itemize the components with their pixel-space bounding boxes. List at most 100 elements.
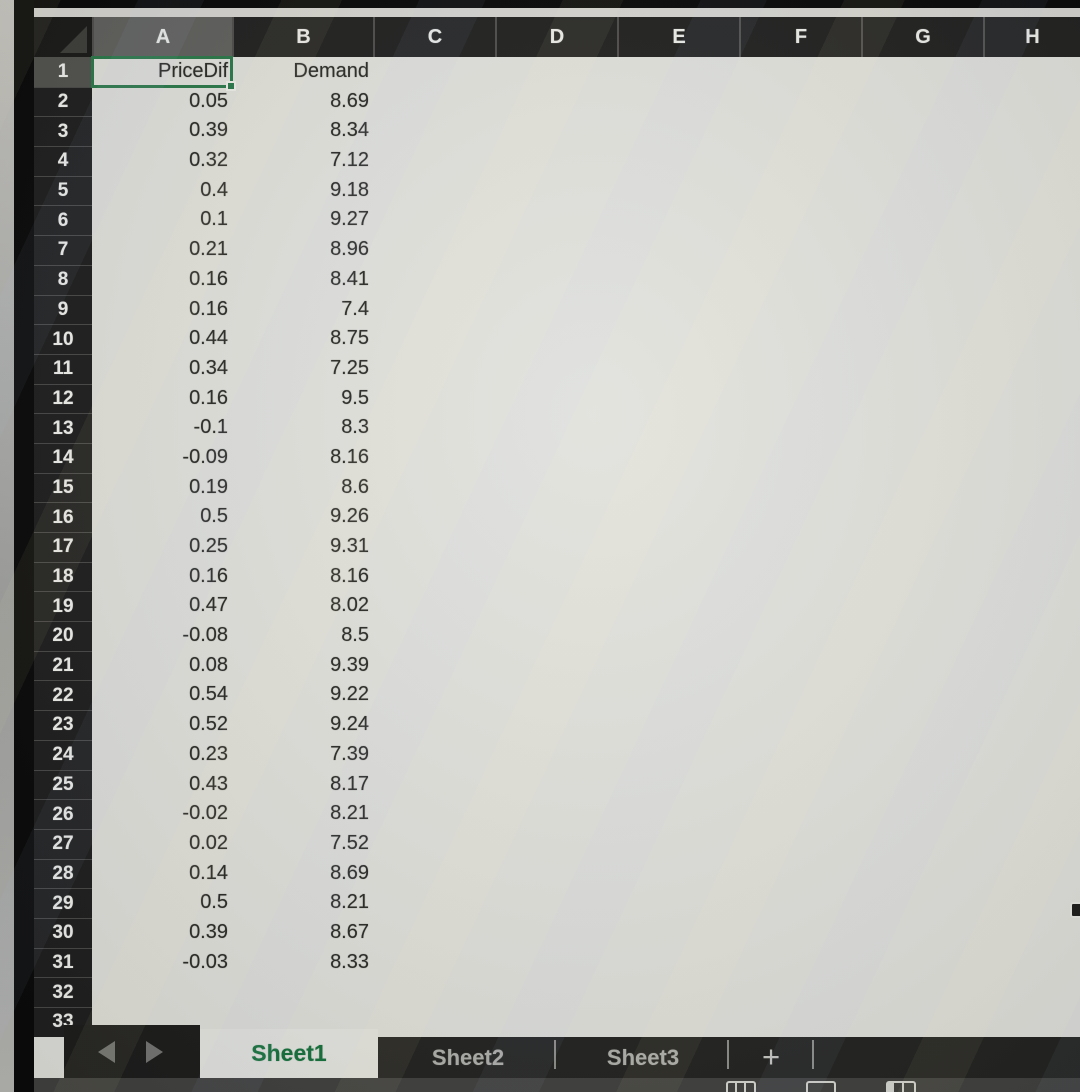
cell-b7[interactable]: 8.96 [330, 238, 369, 261]
row-header-18[interactable]: 18 [34, 561, 92, 592]
column-header-e[interactable]: E [617, 17, 739, 57]
cell-a14[interactable]: -0.09 [182, 445, 228, 468]
row-header-20[interactable]: 20 [34, 621, 92, 651]
cell-a7[interactable]: 0.21 [189, 238, 228, 261]
cell-a10[interactable]: 0.44 [189, 327, 228, 350]
cell-a30[interactable]: 0.39 [189, 920, 228, 943]
cell-b12[interactable]: 9.5 [341, 386, 369, 409]
cell-a3[interactable]: 0.39 [189, 119, 228, 142]
row-header-2[interactable]: 2 [34, 86, 92, 117]
row-header-7[interactable]: 7 [34, 235, 92, 265]
cell-a13[interactable]: -0.1 [193, 416, 228, 439]
row-header-4[interactable]: 4 [34, 146, 92, 176]
column-header-b[interactable]: B [232, 17, 373, 57]
row-header-9[interactable]: 9 [34, 294, 92, 325]
cell-a5[interactable]: 0.4 [200, 178, 228, 201]
cell-b6[interactable]: 9.27 [330, 208, 369, 231]
cell-a23[interactable]: 0.52 [189, 713, 228, 736]
row-header-14[interactable]: 14 [34, 442, 92, 473]
cell-b18[interactable]: 8.16 [330, 564, 369, 587]
cell-b4[interactable]: 7.12 [330, 149, 369, 172]
cell-a24[interactable]: 0.23 [189, 742, 228, 765]
cell-a31[interactable]: -0.03 [182, 950, 228, 973]
row-header-26[interactable]: 26 [34, 799, 92, 829]
row-header-28[interactable]: 28 [34, 858, 92, 889]
row-header-3[interactable]: 3 [34, 116, 92, 146]
cell-b11[interactable]: 7.25 [330, 356, 369, 379]
cell-b16[interactable]: 9.26 [330, 505, 369, 528]
cell-b15[interactable]: 8.6 [341, 475, 369, 498]
cell-a8[interactable]: 0.16 [189, 267, 228, 290]
cell-b23[interactable]: 9.24 [330, 713, 369, 736]
active-cell-selection[interactable] [91, 56, 236, 91]
row-header-22[interactable]: 22 [34, 680, 92, 710]
column-header-f[interactable]: F [739, 17, 861, 57]
cells-area[interactable]: PriceDif Demand 0.05 8.69 0.39 8.34 0.32 7.12 0.… [91, 56, 1080, 1037]
row-header-13[interactable]: 13 [34, 413, 92, 443]
cell-a2[interactable]: 0.05 [189, 89, 228, 112]
cell-b24[interactable]: 7.39 [330, 742, 369, 765]
cell-a29[interactable]: 0.5 [200, 891, 228, 914]
cell-a26[interactable]: -0.02 [182, 802, 228, 825]
cell-a32[interactable] [92, 977, 232, 1007]
tab-sheet2[interactable]: Sheet2 [431, 1045, 505, 1070]
cell-a6[interactable]: 0.1 [200, 208, 228, 231]
cell-b2[interactable]: 8.69 [330, 89, 369, 112]
row-header-30[interactable]: 30 [34, 917, 92, 948]
cell-a22[interactable]: 0.54 [189, 683, 228, 706]
normal-view-icon[interactable] [726, 1081, 756, 1092]
row-header-21[interactable]: 21 [34, 650, 92, 681]
cell-b25[interactable]: 8.17 [330, 772, 369, 795]
cell-b8[interactable]: 8.41 [330, 267, 369, 290]
cell-a21[interactable]: 0.08 [189, 653, 228, 676]
cell-b17[interactable]: 9.31 [330, 535, 369, 557]
row-header-24[interactable]: 24 [34, 739, 92, 770]
cell-b20[interactable]: 8.5 [341, 624, 369, 647]
row-header-8[interactable]: 8 [34, 264, 92, 295]
cell-a17[interactable]: 0.25 [189, 535, 228, 557]
row-header-27[interactable]: 27 [34, 828, 92, 859]
column-header-g[interactable]: G [861, 17, 983, 57]
cell-a19[interactable]: 0.47 [189, 594, 228, 617]
row-header-23[interactable]: 23 [34, 710, 92, 740]
row-header-1[interactable]: 1 [34, 57, 92, 87]
cell-a28[interactable]: 0.14 [189, 861, 228, 884]
row-header-5[interactable]: 5 [34, 175, 92, 206]
row-header-10[interactable]: 10 [34, 324, 92, 354]
cell-a1[interactable]: PriceDif [157, 60, 228, 82]
add-sheet-button[interactable]: + [761, 1039, 781, 1074]
row-header-15[interactable]: 15 [34, 472, 92, 503]
cell-b10[interactable]: 8.75 [330, 327, 369, 350]
cell-a12[interactable]: 0.16 [189, 386, 228, 409]
cell-b1[interactable]: Demand [293, 60, 369, 82]
cell-b31[interactable]: 8.33 [330, 950, 369, 973]
cell-a20[interactable]: -0.08 [182, 624, 228, 647]
select-all-corner[interactable] [34, 17, 92, 57]
prev-sheet-arrow-icon[interactable] [98, 1041, 115, 1063]
cell-a15[interactable]: 0.19 [189, 475, 228, 498]
tab-sheet1[interactable]: Sheet1 [200, 1029, 378, 1078]
row-header-11[interactable]: 11 [34, 353, 92, 384]
fill-handle[interactable] [226, 80, 236, 91]
column-header-h[interactable]: H [983, 17, 1080, 57]
cell-b19[interactable]: 8.02 [330, 594, 369, 617]
cell-b9[interactable]: 7.4 [341, 297, 369, 320]
cell-b21[interactable]: 9.39 [330, 653, 369, 676]
column-header-d[interactable]: D [495, 17, 617, 57]
cell-a4[interactable]: 0.32 [189, 149, 228, 172]
row-header-16[interactable]: 16 [34, 502, 92, 532]
cell-b22[interactable]: 9.22 [330, 683, 369, 706]
tab-sheet3[interactable]: Sheet3 [606, 1045, 680, 1070]
row-header-31[interactable]: 31 [34, 947, 92, 978]
cell-b26[interactable]: 8.21 [330, 802, 369, 825]
cell-a25[interactable]: 0.43 [189, 772, 228, 795]
row-header-17[interactable]: 17 [34, 532, 92, 562]
column-header-c[interactable]: C [373, 17, 495, 57]
row-header-19[interactable]: 19 [34, 591, 92, 621]
cell-a9[interactable]: 0.16 [189, 297, 228, 320]
cell-b28[interactable]: 8.69 [330, 861, 369, 884]
page-break-view-icon[interactable] [886, 1081, 916, 1092]
cell-b29[interactable]: 8.21 [330, 891, 369, 914]
cell-a11[interactable]: 0.34 [189, 356, 228, 379]
row-header-12[interactable]: 12 [34, 383, 92, 414]
